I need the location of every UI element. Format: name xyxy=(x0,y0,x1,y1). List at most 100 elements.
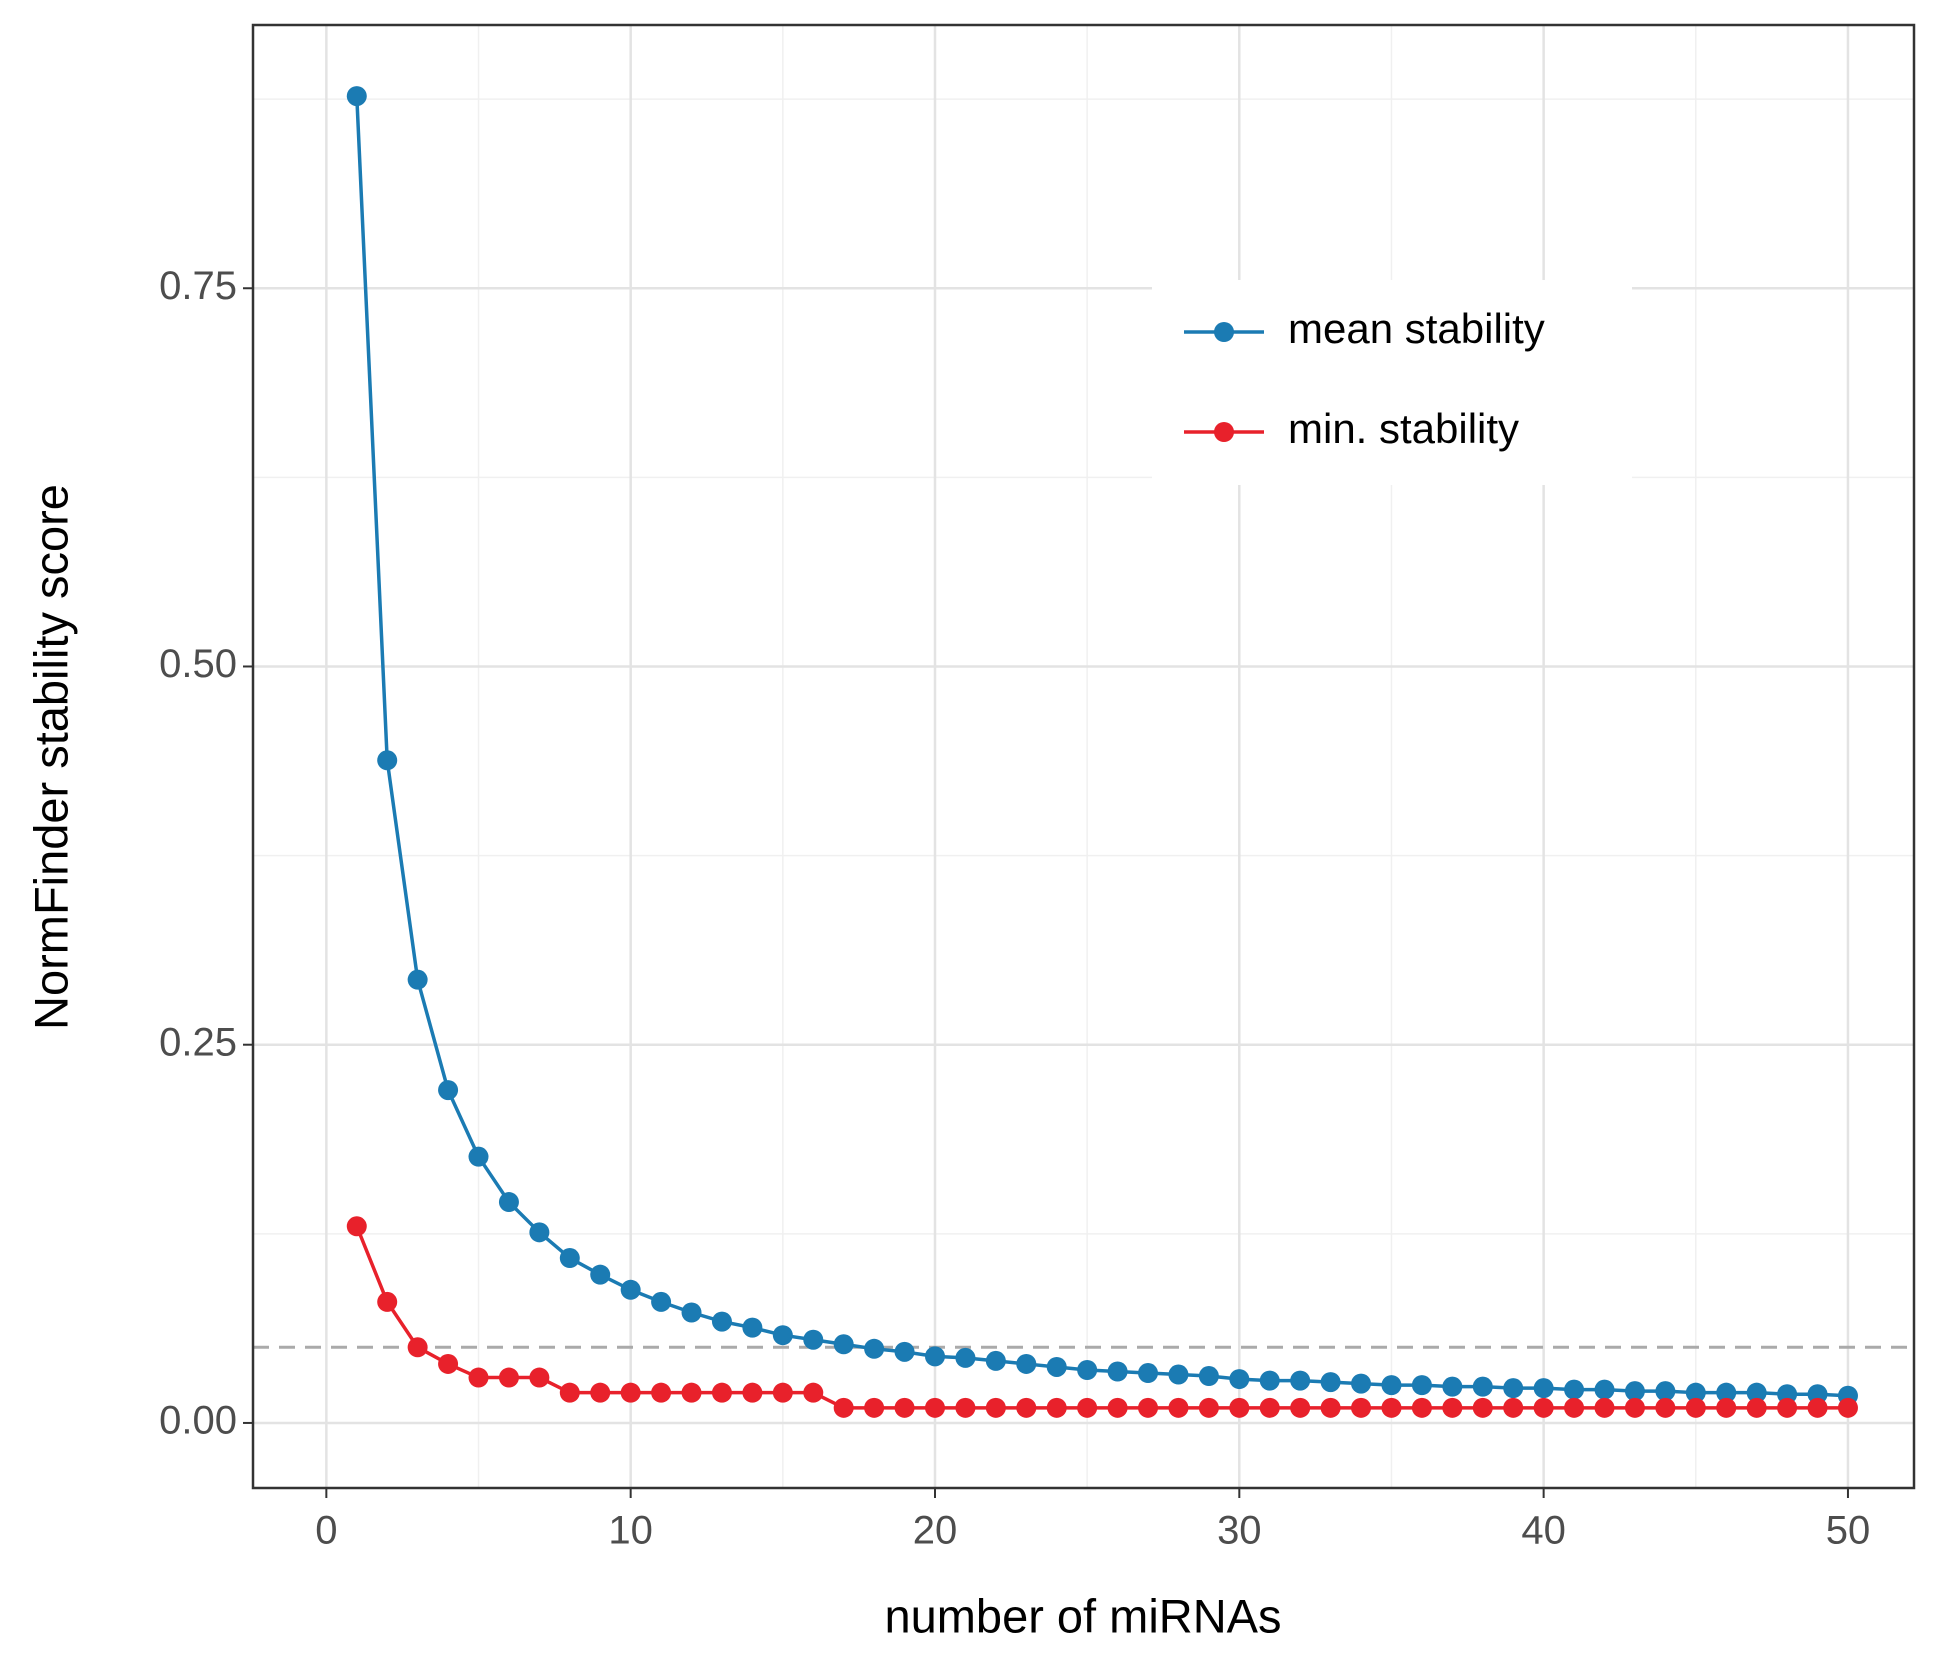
data-point xyxy=(377,1291,398,1312)
data-point xyxy=(498,1367,519,1388)
data-point xyxy=(772,1382,793,1403)
data-point xyxy=(864,1397,885,1418)
data-point xyxy=(894,1397,915,1418)
data-point xyxy=(559,1382,580,1403)
legend-label: mean stability xyxy=(1288,305,1545,352)
data-point xyxy=(620,1279,641,1300)
data-point xyxy=(1564,1379,1585,1400)
data-point xyxy=(1259,1370,1280,1391)
data-point xyxy=(1107,1397,1128,1418)
data-point xyxy=(833,1397,854,1418)
data-point xyxy=(1624,1397,1645,1418)
data-point xyxy=(1472,1376,1493,1397)
data-point xyxy=(1411,1375,1432,1396)
y-tick-label: 0.75 xyxy=(159,264,237,308)
data-point xyxy=(1077,1359,1098,1380)
y-tick-label: 0.25 xyxy=(159,1020,237,1064)
data-point xyxy=(1229,1369,1250,1390)
data-point xyxy=(620,1382,641,1403)
data-point xyxy=(1107,1361,1128,1382)
x-tick-label: 0 xyxy=(315,1509,337,1553)
data-point xyxy=(985,1397,1006,1418)
data-point xyxy=(346,86,367,107)
data-point xyxy=(1381,1397,1402,1418)
data-point xyxy=(529,1222,550,1243)
data-point xyxy=(1168,1397,1189,1418)
data-point xyxy=(1746,1397,1767,1418)
x-tick-label: 40 xyxy=(1521,1509,1566,1553)
data-point xyxy=(1290,1370,1311,1391)
data-point xyxy=(1716,1382,1737,1403)
data-point xyxy=(559,1248,580,1269)
data-point xyxy=(1685,1382,1706,1403)
data-point xyxy=(955,1347,976,1368)
data-point xyxy=(955,1397,976,1418)
y-tick-label: 0.50 xyxy=(159,642,237,686)
data-point xyxy=(498,1192,519,1213)
data-point xyxy=(681,1382,702,1403)
data-point xyxy=(711,1382,732,1403)
data-point xyxy=(681,1302,702,1323)
data-point xyxy=(438,1353,459,1374)
data-point xyxy=(1655,1397,1676,1418)
data-point xyxy=(985,1350,1006,1371)
data-point xyxy=(377,750,398,771)
data-point xyxy=(590,1382,611,1403)
legend-label: min. stability xyxy=(1288,405,1519,452)
data-point xyxy=(1077,1397,1098,1418)
data-point xyxy=(1503,1397,1524,1418)
data-point xyxy=(742,1317,763,1338)
data-point xyxy=(1533,1397,1554,1418)
data-point xyxy=(468,1146,489,1167)
data-point xyxy=(1807,1397,1828,1418)
data-point xyxy=(1168,1364,1189,1385)
legend-marker xyxy=(1214,422,1234,442)
x-tick-label: 20 xyxy=(913,1509,958,1553)
data-point xyxy=(1685,1397,1706,1418)
x-tick-label: 10 xyxy=(608,1509,653,1553)
data-point xyxy=(1777,1397,1798,1418)
plot-border xyxy=(251,23,1916,1490)
data-point xyxy=(590,1264,611,1285)
data-point xyxy=(1016,1397,1037,1418)
data-point xyxy=(1138,1397,1159,1418)
legend-box xyxy=(1152,280,1632,485)
data-point xyxy=(651,1382,672,1403)
data-point xyxy=(529,1367,550,1388)
data-point xyxy=(924,1397,945,1418)
legend-marker xyxy=(1214,322,1234,342)
data-point xyxy=(742,1382,763,1403)
data-point xyxy=(1442,1376,1463,1397)
data-point xyxy=(1259,1397,1280,1418)
data-point xyxy=(1746,1382,1767,1403)
data-point xyxy=(1138,1363,1159,1384)
data-point xyxy=(1290,1397,1311,1418)
data-point xyxy=(1351,1373,1372,1394)
x-axis-title: number of miRNAs xyxy=(885,1589,1282,1642)
data-point xyxy=(864,1338,885,1359)
data-point xyxy=(894,1341,915,1362)
data-point xyxy=(1320,1397,1341,1418)
data-point xyxy=(1381,1375,1402,1396)
data-point xyxy=(772,1325,793,1346)
data-point xyxy=(651,1291,672,1312)
data-point xyxy=(1716,1397,1737,1418)
data-point xyxy=(1411,1397,1432,1418)
data-point xyxy=(924,1346,945,1367)
data-point xyxy=(1351,1397,1372,1418)
data-point xyxy=(1564,1397,1585,1418)
data-point xyxy=(1442,1397,1463,1418)
data-point xyxy=(407,1337,428,1358)
data-point xyxy=(1594,1397,1615,1418)
x-tick-label: 30 xyxy=(1217,1509,1262,1553)
data-point xyxy=(1046,1397,1067,1418)
data-point xyxy=(711,1311,732,1332)
data-point xyxy=(1198,1366,1219,1387)
data-point xyxy=(1198,1397,1219,1418)
data-point xyxy=(1503,1378,1524,1399)
data-point xyxy=(803,1382,824,1403)
data-point xyxy=(1320,1372,1341,1393)
y-axis-title: NormFinder stability score xyxy=(24,484,77,1030)
data-point xyxy=(1229,1397,1250,1418)
